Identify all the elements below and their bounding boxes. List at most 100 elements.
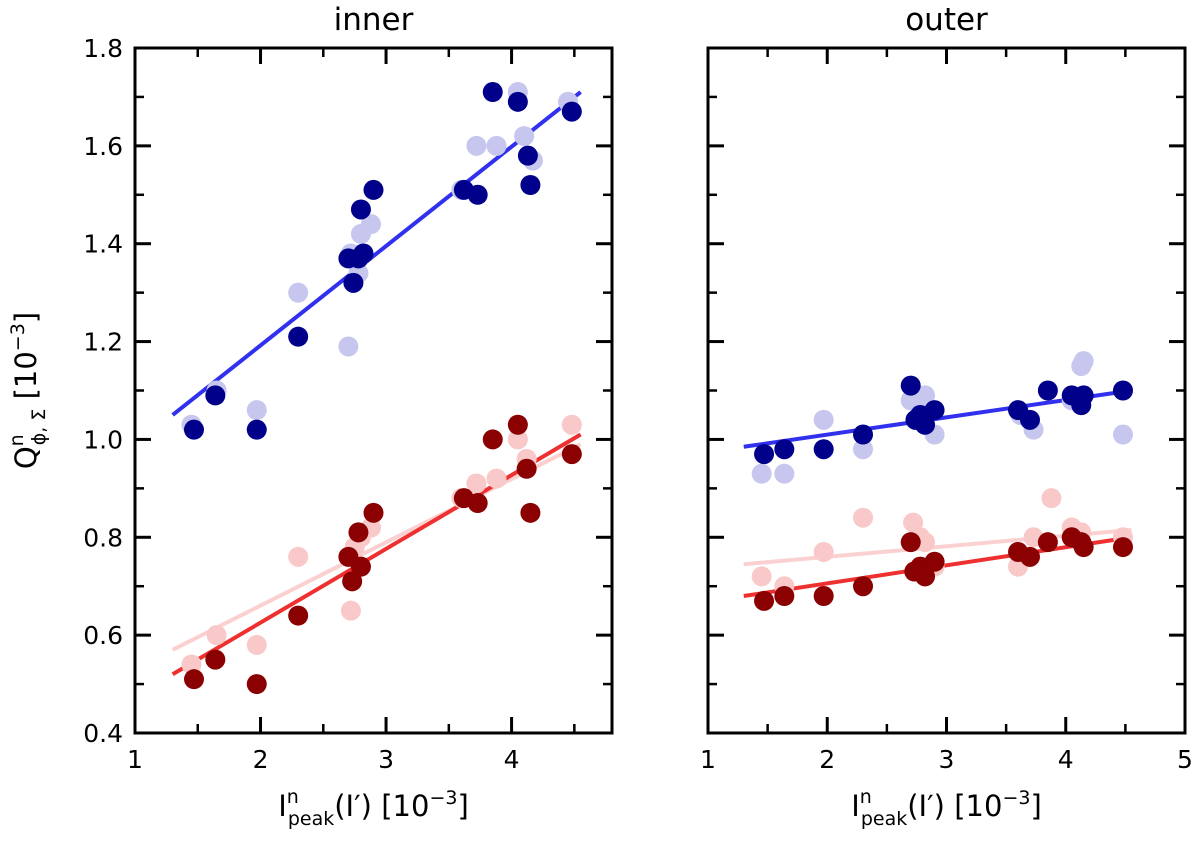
point-red-faded [246, 634, 267, 655]
point-blue-faded [338, 336, 359, 357]
x-tick-label: 1 [127, 745, 143, 774]
point-blue-faded [288, 282, 309, 303]
point-red [363, 502, 384, 523]
y-tick-label: 1.4 [83, 230, 123, 259]
point-blue-faded [514, 126, 535, 147]
fit-line-1 [171, 442, 582, 652]
point-red [516, 458, 537, 479]
point-red [1112, 537, 1133, 558]
point-blue [813, 439, 834, 460]
point-red-faded [813, 541, 834, 562]
point-blue [754, 444, 775, 465]
point-red [1073, 537, 1094, 558]
point-blue-faded [360, 214, 381, 235]
point-red-faded [853, 507, 874, 528]
point-blue-faded [915, 385, 936, 406]
point-red-faded [466, 473, 487, 494]
x-tick-label: 1 [700, 745, 716, 774]
point-red-faded [507, 429, 528, 450]
x-tick-label: 4 [504, 745, 520, 774]
point-blue-faded [486, 135, 507, 156]
point-red [246, 674, 267, 695]
panel-title: inner [334, 2, 414, 38]
point-red [348, 522, 369, 543]
point-blue [350, 199, 371, 220]
plot-area [743, 351, 1133, 611]
point-blue [1037, 380, 1058, 401]
point-blue [774, 439, 795, 460]
point-blue-faded [774, 463, 795, 484]
point-red [205, 649, 226, 670]
point-blue [1073, 385, 1094, 406]
point-red-faded [486, 468, 507, 489]
point-red [561, 444, 582, 465]
fit-line-0 [171, 90, 582, 417]
point-blue [467, 184, 488, 205]
y-tick-label: 0.4 [83, 719, 123, 748]
point-blue [924, 400, 945, 421]
point-blue [561, 101, 582, 122]
point-red [288, 605, 309, 626]
y-tick-label: 0.8 [83, 523, 123, 552]
x-tick-label: 2 [819, 745, 835, 774]
y-tick-label: 0.6 [83, 621, 123, 650]
point-red-faded [206, 625, 227, 646]
point-blue-faded [751, 463, 772, 484]
point-blue [246, 419, 267, 440]
point-blue [205, 385, 226, 406]
point-blue [1019, 409, 1040, 430]
point-blue-faded [1112, 424, 1133, 445]
point-blue-faded [813, 409, 834, 430]
point-red [915, 566, 936, 587]
x-axis-label: In peak(I′) [10−3] [278, 786, 469, 830]
point-blue-faded [246, 400, 267, 421]
point-red-faded [561, 414, 582, 435]
point-blue [853, 424, 874, 445]
point-blue-faded [1073, 351, 1094, 372]
point-red [520, 502, 541, 523]
point-blue [183, 419, 204, 440]
point-blue [915, 414, 936, 435]
point-blue [1112, 380, 1133, 401]
x-axis-label: In peak(I′) [10−3] [851, 786, 1042, 830]
point-red [482, 429, 503, 450]
point-blue [288, 326, 309, 347]
point-red-faded [1041, 488, 1062, 509]
point-blue-faded [466, 135, 487, 156]
y-tick-label: 1.8 [83, 34, 123, 63]
panel-inner: 1 2 3 4 0.4 0.6 0.8 1.0 1.2 1.4 1.6 1.8 inner In peak(… [6, 2, 614, 830]
panel-outer: 1 2 3 4 5 outer In peak(I′) [10−3] [700, 2, 1193, 830]
point-red [754, 590, 775, 611]
point-red [1019, 546, 1040, 567]
point-red-faded [340, 600, 361, 621]
point-red [924, 551, 945, 572]
plot-area [171, 82, 582, 695]
y-tick-label: 1.6 [83, 132, 123, 161]
point-red [813, 586, 834, 606]
fit-line-2 [171, 432, 582, 677]
point-red [900, 532, 921, 553]
point-blue [517, 145, 538, 166]
x-tick-label: 3 [378, 745, 394, 774]
point-blue [353, 243, 374, 264]
panel-title: outer [905, 2, 988, 38]
x-tick-label: 3 [939, 745, 955, 774]
point-blue-faded [853, 439, 874, 460]
point-red-faded [751, 566, 772, 587]
point-red [774, 586, 795, 606]
point-red [350, 556, 371, 577]
point-red-faded [915, 532, 936, 553]
point-red [467, 493, 488, 514]
point-red [342, 571, 363, 592]
point-blue [520, 175, 541, 195]
x-tick-label: 4 [1058, 745, 1074, 774]
y-tick-label: 1.2 [83, 328, 123, 357]
point-red [183, 669, 204, 690]
x-tick-label: 5 [1177, 745, 1193, 774]
y-tick-label: 1.0 [83, 425, 123, 454]
point-blue [363, 179, 384, 200]
point-red [507, 414, 528, 435]
point-blue [507, 91, 528, 112]
point-red [853, 576, 874, 597]
